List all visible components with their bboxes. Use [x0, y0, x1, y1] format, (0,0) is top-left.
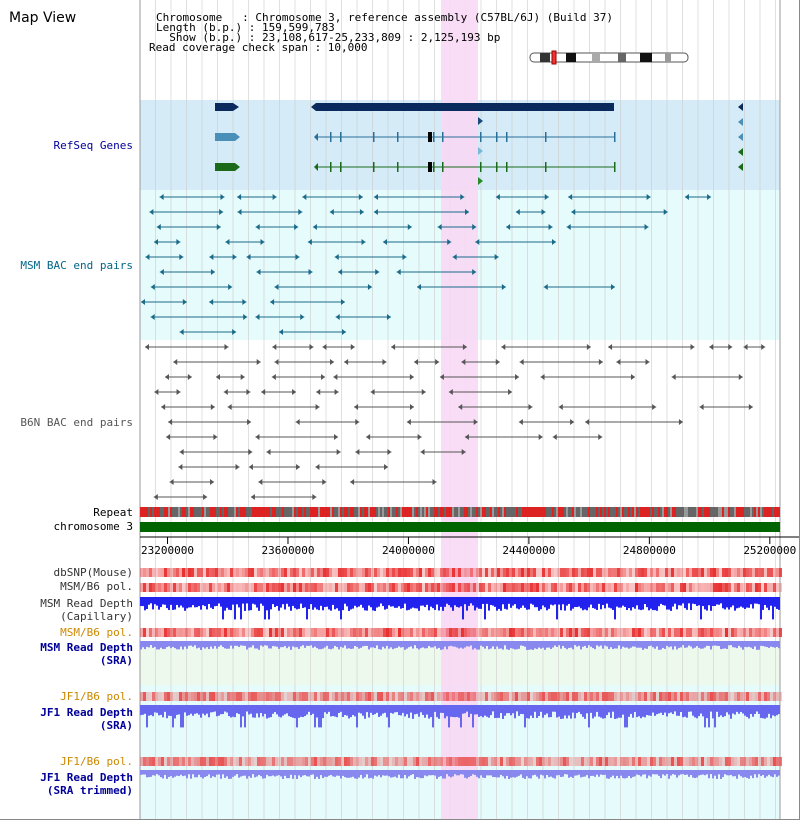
- chromosome-bar: [140, 522, 780, 532]
- msm-b6-pol-label: MSM/B6 pol.: [60, 580, 133, 593]
- jf1-depth-trimmed-label: JF1 Read Depth (SRA trimmed): [40, 771, 133, 797]
- length-info: Length (b.p.) : 159,599,783: [156, 21, 335, 34]
- refseq-genes-label[interactable]: RefSeq Genes: [53, 139, 133, 152]
- b6n-bac-label[interactable]: B6N BAC end pairs: [20, 416, 133, 429]
- axis-tick-label: 23600000: [261, 544, 315, 557]
- chromosome-label: chromosome 3: [53, 520, 133, 533]
- jf1-b6-pol2-heatmap: [140, 757, 782, 766]
- msm-b6-pol2-heatmap: [140, 628, 782, 637]
- axis-ticks: [167, 537, 771, 544]
- dbsnp-label: dbSNP(Mouse): [53, 566, 133, 579]
- axis-tick-label: 24000000: [381, 544, 435, 557]
- show-range-info: Show (b.p.) : 23,108,617-25,233,809 : 2,…: [156, 31, 501, 44]
- jf1-b6-pol-heatmap: [140, 692, 782, 701]
- axis-tick-label: 23200000: [141, 544, 194, 557]
- msm-depth-capillary-label: MSM Read Depth (Capillary): [40, 597, 133, 623]
- jf1-b6-pol-label: JF1/B6 pol.: [60, 690, 133, 703]
- dbsnp-heatmap: [140, 568, 782, 577]
- axis-tick-label: 24400000: [502, 544, 556, 557]
- msm-depth-sra: [140, 641, 780, 650]
- jf1-depth-sra-label: JF1 Read Depth (SRA): [40, 706, 133, 732]
- page-title: Map View: [9, 10, 77, 26]
- coverage-span-info: Read coverage check span : 10,000: [149, 41, 368, 54]
- b6n-bac-pairs[interactable]: [145, 344, 766, 500]
- msm-bac-label[interactable]: MSM BAC end pairs: [20, 259, 133, 272]
- vertical-grid: [139, 0, 781, 819]
- jf1-depth-sra: [140, 705, 780, 728]
- chromosome-info: Chromosome : Chromosome 3, reference ass…: [156, 11, 613, 24]
- msm-depth-sra-label: MSM Read Depth (SRA): [40, 641, 133, 667]
- refseq-genes-track[interactable]: [215, 103, 743, 185]
- repeat-track: [140, 507, 780, 517]
- msm-b6-pol2-label: MSM/B6 pol.: [60, 626, 133, 639]
- axis-tick-label: 24800000: [622, 544, 676, 557]
- msm-bac-pairs[interactable]: [140, 194, 712, 335]
- msm-b6-pol-heatmap: [140, 583, 782, 592]
- msm-depth-capillary: [140, 597, 780, 620]
- jf1-b6-pol2-label: JF1/B6 pol.: [60, 755, 133, 768]
- repeat-label: Repeat: [93, 506, 133, 519]
- chromosome-ideogram[interactable]: [529, 50, 689, 65]
- axis-tick-label: 25200000: [743, 544, 797, 557]
- jf1-depth-trimmed: [140, 770, 780, 779]
